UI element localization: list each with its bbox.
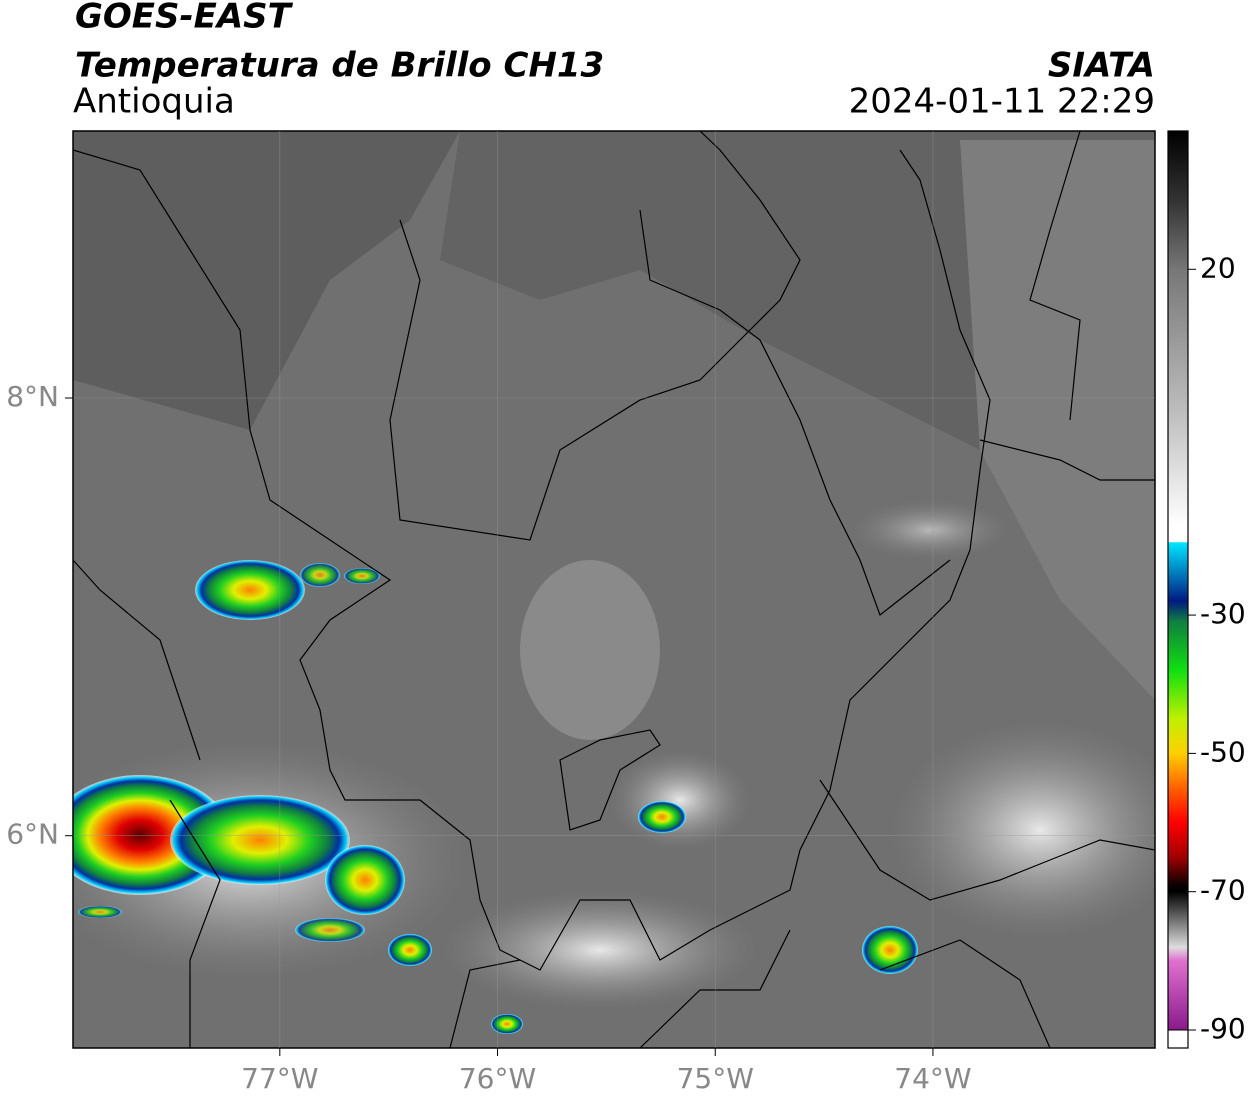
region: Antioquia [73, 82, 235, 122]
map-frame [72, 130, 1156, 1049]
colorbar-tick-label: 20 [1200, 251, 1236, 284]
colorbar-tick-label: -50 [1200, 735, 1246, 768]
subtitle: Temperatura de Brillo CH13 [75, 46, 604, 86]
y-tick-label: 8°N [6, 380, 59, 413]
colorbar-tick-label: -90 [1200, 1012, 1246, 1045]
satellite-image [73, 131, 1155, 1048]
colorbar-extension [1167, 1029, 1189, 1049]
x-tick-label: 77°W [241, 1062, 318, 1095]
timestamp: 2024-01-11 22:29 [849, 82, 1155, 122]
source: SIATA [1048, 46, 1155, 86]
colorbar-tick-label: -30 [1200, 597, 1246, 630]
y-tick-label: 6°N [6, 818, 59, 851]
x-tick-label: 75°W [677, 1062, 754, 1095]
title: GOES-EAST [75, 0, 294, 37]
colorbar-frame [1167, 130, 1189, 1049]
x-tick-label: 76°W [459, 1062, 536, 1095]
x-tick-label: 74°W [894, 1062, 971, 1095]
colorbar-tick-label: -70 [1200, 874, 1246, 907]
colorbar [1168, 131, 1188, 1030]
